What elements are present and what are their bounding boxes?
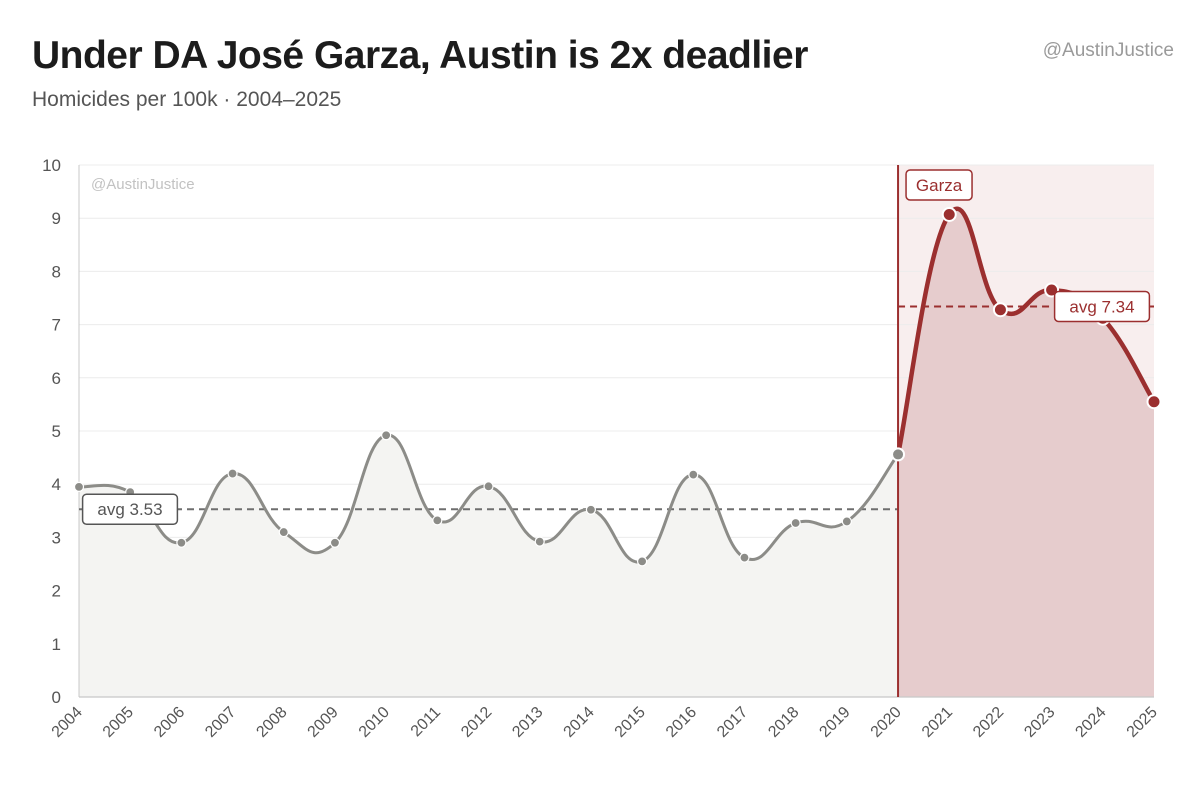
data-point — [739, 552, 750, 563]
x-tick-label: 2024 — [1072, 704, 1109, 741]
data-point — [790, 517, 801, 529]
data-point — [381, 430, 392, 441]
y-tick-label: 1 — [52, 635, 61, 654]
data-point — [585, 504, 597, 515]
x-tick-label: 2008 — [253, 704, 290, 741]
data-point — [841, 516, 852, 527]
x-tick-label: 2021 — [919, 704, 956, 741]
x-tick-label: 2018 — [765, 704, 802, 741]
data-point — [176, 537, 187, 548]
chart-title: Under DA José Garza, Austin is 2x deadli… — [32, 34, 808, 77]
x-tick-label: 2005 — [100, 704, 137, 741]
data-point — [432, 515, 443, 526]
data-point — [227, 468, 238, 479]
garza-marker-label-box — [905, 169, 973, 201]
y-tick-label: 7 — [52, 316, 61, 335]
x-tick-label: 2025 — [1124, 704, 1161, 741]
y-tick-label: 3 — [52, 528, 61, 547]
x-tick-label: 2013 — [509, 704, 546, 741]
data-point — [941, 206, 957, 222]
x-tick-label: 2011 — [408, 704, 444, 740]
chart-subtitle: Homicides per 100k · 2004–2025 — [32, 88, 342, 111]
x-tick-label: 2015 — [612, 704, 649, 741]
y-tick-label: 6 — [52, 369, 61, 388]
data-point — [278, 526, 289, 538]
data-point — [1146, 394, 1162, 410]
average-label-box — [81, 493, 179, 525]
x-tick-label: 2006 — [151, 704, 188, 741]
author-handle: @AustinJustice — [1042, 40, 1174, 61]
pre-garza-area — [79, 435, 899, 697]
x-tick-label: 2020 — [868, 704, 905, 741]
y-tick-label: 9 — [52, 209, 61, 228]
data-point — [73, 481, 85, 492]
data-point — [483, 481, 494, 492]
y-tick-label: 2 — [52, 582, 61, 601]
data-point — [688, 469, 699, 480]
average-label-box — [1053, 290, 1151, 323]
y-tick-label: 4 — [52, 475, 61, 494]
data-point — [329, 537, 341, 548]
data-point — [534, 536, 545, 547]
chart-watermark: @AustinJustice — [91, 176, 195, 193]
garza-period-area — [898, 208, 1154, 698]
x-tick-label: 2016 — [663, 704, 700, 741]
x-tick-label: 2022 — [970, 704, 1007, 741]
y-tick-label: 0 — [52, 688, 61, 707]
x-tick-label: 2009 — [305, 704, 342, 741]
x-tick-label: 2019 — [816, 704, 853, 741]
x-tick-label: 2007 — [202, 704, 239, 741]
x-tick-label: 2014 — [561, 704, 598, 741]
y-tick-label: 8 — [52, 262, 61, 281]
data-point — [891, 447, 906, 462]
y-tick-label: 10 — [42, 156, 61, 175]
x-tick-label: 2004 — [49, 704, 86, 741]
x-tick-label: 2012 — [458, 704, 495, 741]
x-tick-label: 2023 — [1021, 704, 1058, 741]
garza-marker-label: Garza — [916, 176, 963, 195]
data-point — [636, 556, 648, 567]
average-label: avg 3.53 — [97, 500, 162, 519]
data-point — [992, 302, 1008, 318]
x-tick-label: 2017 — [714, 704, 751, 741]
y-tick-label: 5 — [52, 422, 61, 441]
x-tick-label: 2010 — [356, 704, 393, 741]
average-label: avg 7.34 — [1069, 298, 1134, 317]
